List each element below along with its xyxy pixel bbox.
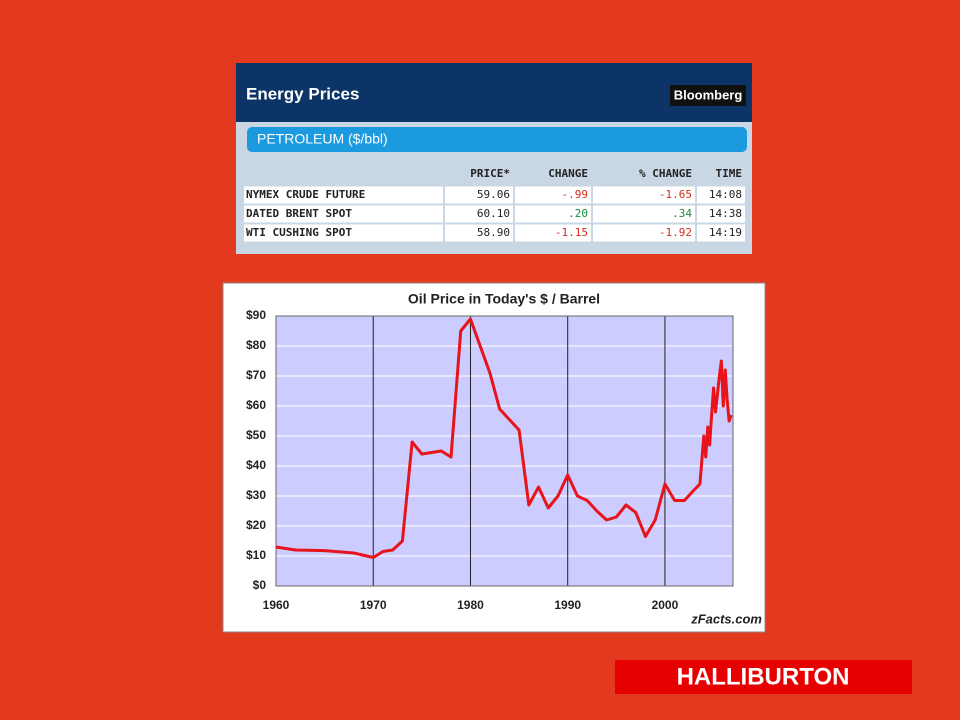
table-cell <box>244 205 443 223</box>
cell: 58.90 <box>477 226 510 239</box>
cell: 14:38 <box>709 207 742 220</box>
cell: -1.15 <box>555 226 588 239</box>
table-cell <box>244 186 443 204</box>
y-tick-label: $60 <box>246 398 266 412</box>
cell: 59.06 <box>477 188 510 201</box>
y-tick-label: $70 <box>246 368 266 382</box>
y-tick-label: $40 <box>246 458 266 472</box>
y-tick-label: $80 <box>246 338 266 352</box>
price-line <box>275 317 733 559</box>
y-tick-label: $30 <box>246 488 266 502</box>
column-header: % CHANGE <box>639 167 692 180</box>
table-cell <box>593 186 695 204</box>
row-label: WTI CUSHING SPOT <box>246 226 352 239</box>
cell: -.99 <box>562 188 589 201</box>
row-label: DATED BRENT SPOT <box>246 207 352 220</box>
y-tick-label: $90 <box>246 308 266 322</box>
cell: .34 <box>672 207 692 220</box>
cell: -1.92 <box>659 226 692 239</box>
table-title: Energy Prices <box>246 84 359 103</box>
table-cell <box>515 224 591 242</box>
cell: .20 <box>568 207 588 220</box>
table-cell <box>244 224 443 242</box>
x-tick-label: 1960 <box>263 598 290 612</box>
column-header: CHANGE <box>548 167 588 180</box>
table-cell <box>697 205 745 223</box>
row-label: NYMEX CRUDE FUTURE <box>246 188 365 201</box>
chart-credit: zFacts.com <box>690 611 762 626</box>
cell: 14:19 <box>709 226 742 239</box>
cell: -1.65 <box>659 188 692 201</box>
plot-area <box>276 316 733 586</box>
y-tick-label: $20 <box>246 518 266 532</box>
y-tick-label: $0 <box>253 578 267 592</box>
table-cell <box>697 186 745 204</box>
cell: 60.10 <box>477 207 510 220</box>
table-cell <box>445 186 513 204</box>
x-tick-label: 1970 <box>360 598 387 612</box>
table-cell <box>445 224 513 242</box>
table-cell <box>697 224 745 242</box>
brand-box <box>670 85 746 106</box>
section-bar <box>247 127 747 152</box>
x-tick-label: 2000 <box>652 598 679 612</box>
chart-title: Oil Price in Today's $ / Barrel <box>408 291 600 307</box>
y-tick-label: $50 <box>246 428 266 442</box>
x-tick-label: 1990 <box>554 598 581 612</box>
section-title: PETROLEUM ($/bbl) <box>257 131 388 147</box>
brand: Bloomberg <box>674 87 743 102</box>
column-header: PRICE* <box>470 167 510 180</box>
table-cell <box>515 205 591 223</box>
logo: HALLIBURTON <box>677 663 850 690</box>
table-cell <box>593 205 695 223</box>
table-cell <box>515 186 591 204</box>
table-cell <box>445 205 513 223</box>
plot-border <box>275 315 734 587</box>
x-tick-label: 1980 <box>457 598 484 612</box>
logo-box <box>615 660 912 694</box>
table-header <box>236 63 752 122</box>
column-header: TIME <box>716 167 743 180</box>
table-cell <box>593 224 695 242</box>
y-tick-label: $10 <box>246 548 266 562</box>
cell: 14:08 <box>709 188 742 201</box>
